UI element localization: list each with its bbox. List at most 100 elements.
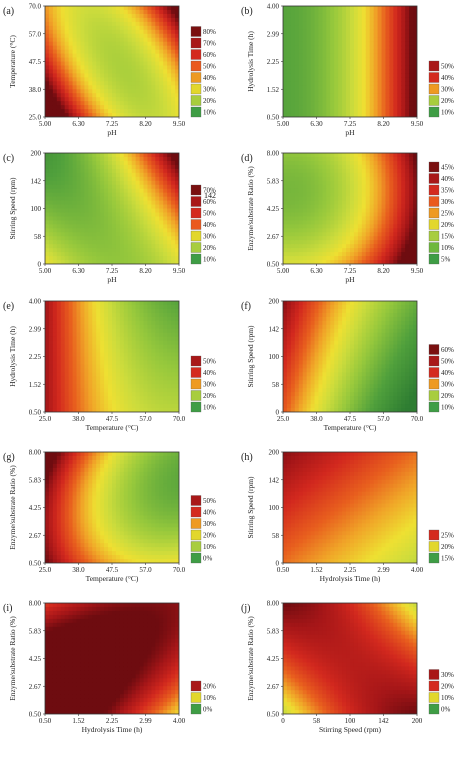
contour-cell [48,17,54,23]
contour-cell [310,168,316,174]
contour-cell [357,184,363,190]
contour-cell [127,97,133,102]
legend-swatch [190,401,202,413]
contour-cell [72,380,78,385]
contour-cell [361,13,367,19]
contour-cell [119,81,125,86]
contour-cell [92,77,97,82]
contour-cell [346,21,351,27]
contour-cell [283,360,288,366]
contour-cell [310,240,316,245]
legend-label: 10% [441,244,454,252]
contour-cell [342,200,347,206]
contour-cell [64,224,70,229]
contour-cell [167,85,172,90]
contour-cell [80,184,86,190]
contour-cell [365,184,371,190]
contour-cell [64,57,70,63]
contour-cell [346,85,351,90]
contour-cell [143,164,149,170]
contour-cell [108,336,113,342]
contour-cell [104,77,109,82]
contour-cell [88,308,93,314]
contour-cell [373,212,379,218]
contour-cell [127,220,133,225]
contour-cell [334,45,339,51]
contour-cell [100,216,105,221]
contour-cell [92,97,97,102]
contour-cell [127,304,133,310]
contour-cell [151,360,156,366]
contour-cell [381,188,387,194]
contour-cell [413,21,417,27]
contour-cell [112,301,117,306]
contour-cell [365,188,371,194]
contour-cell [365,180,371,186]
contour-cell [68,9,74,15]
contour-cell [45,328,50,334]
contour-cell [302,196,308,202]
contour-cell [147,33,153,39]
contour-cell [127,168,133,174]
contour-cell [60,216,66,221]
contour-cell [290,220,296,225]
contour-cell [119,204,125,210]
contour-cell [64,37,70,43]
contour-cell [96,184,101,190]
contour-cell [155,89,160,94]
legend-label: 50% [203,358,216,366]
contour-cell [338,236,343,241]
contour-cell [115,196,121,202]
contour-cell [409,156,414,162]
contour-cell [413,97,417,102]
contour-cell [139,45,145,51]
contour-cell [401,93,406,98]
contour-cell [175,164,179,170]
contour-cell [163,196,168,202]
contour-cell [64,352,70,358]
contour-cell [298,41,304,47]
contour-cell [88,328,93,334]
contour-cell [147,49,153,55]
contour-cell [127,81,133,86]
contour-cell [56,53,62,59]
contour-cell [155,97,160,102]
contour-cell [350,196,355,202]
contour-cell [163,232,168,237]
contour-cell [283,101,288,106]
contour-cell [76,248,82,253]
contour-cell [357,65,363,71]
contour-cell [60,360,66,366]
contour-cell [389,176,394,182]
contour-cell [112,388,117,393]
contour-cell [302,168,308,174]
contour-cell [68,29,74,35]
contour-cell [48,69,54,74]
contour-cell [167,204,172,210]
legend-swatch [190,49,202,60]
contour-cell [88,332,93,338]
contour-cell [108,308,113,314]
contour-cell [389,61,394,67]
contour-cell [88,65,93,71]
contour-cell [48,65,54,71]
contour-cell [104,180,109,186]
contour-cell [108,240,113,245]
contour-cell [112,184,117,190]
contour-cell [76,312,82,318]
contour-cell [163,61,168,67]
contour-cell [76,244,82,249]
contour-cell [123,204,129,210]
contour-cell [147,21,153,27]
contour-cell [393,109,398,114]
contour-cell [80,73,86,78]
contour-cell [112,160,117,166]
contour-cell [104,316,109,322]
contour-cell [353,6,359,11]
contour-cell [147,332,153,338]
contour-cell [159,21,164,27]
x-tick-label: 6.30 [310,120,323,128]
contour-cell [104,400,109,405]
contour-cell [342,196,347,202]
contour-cell [365,61,371,67]
